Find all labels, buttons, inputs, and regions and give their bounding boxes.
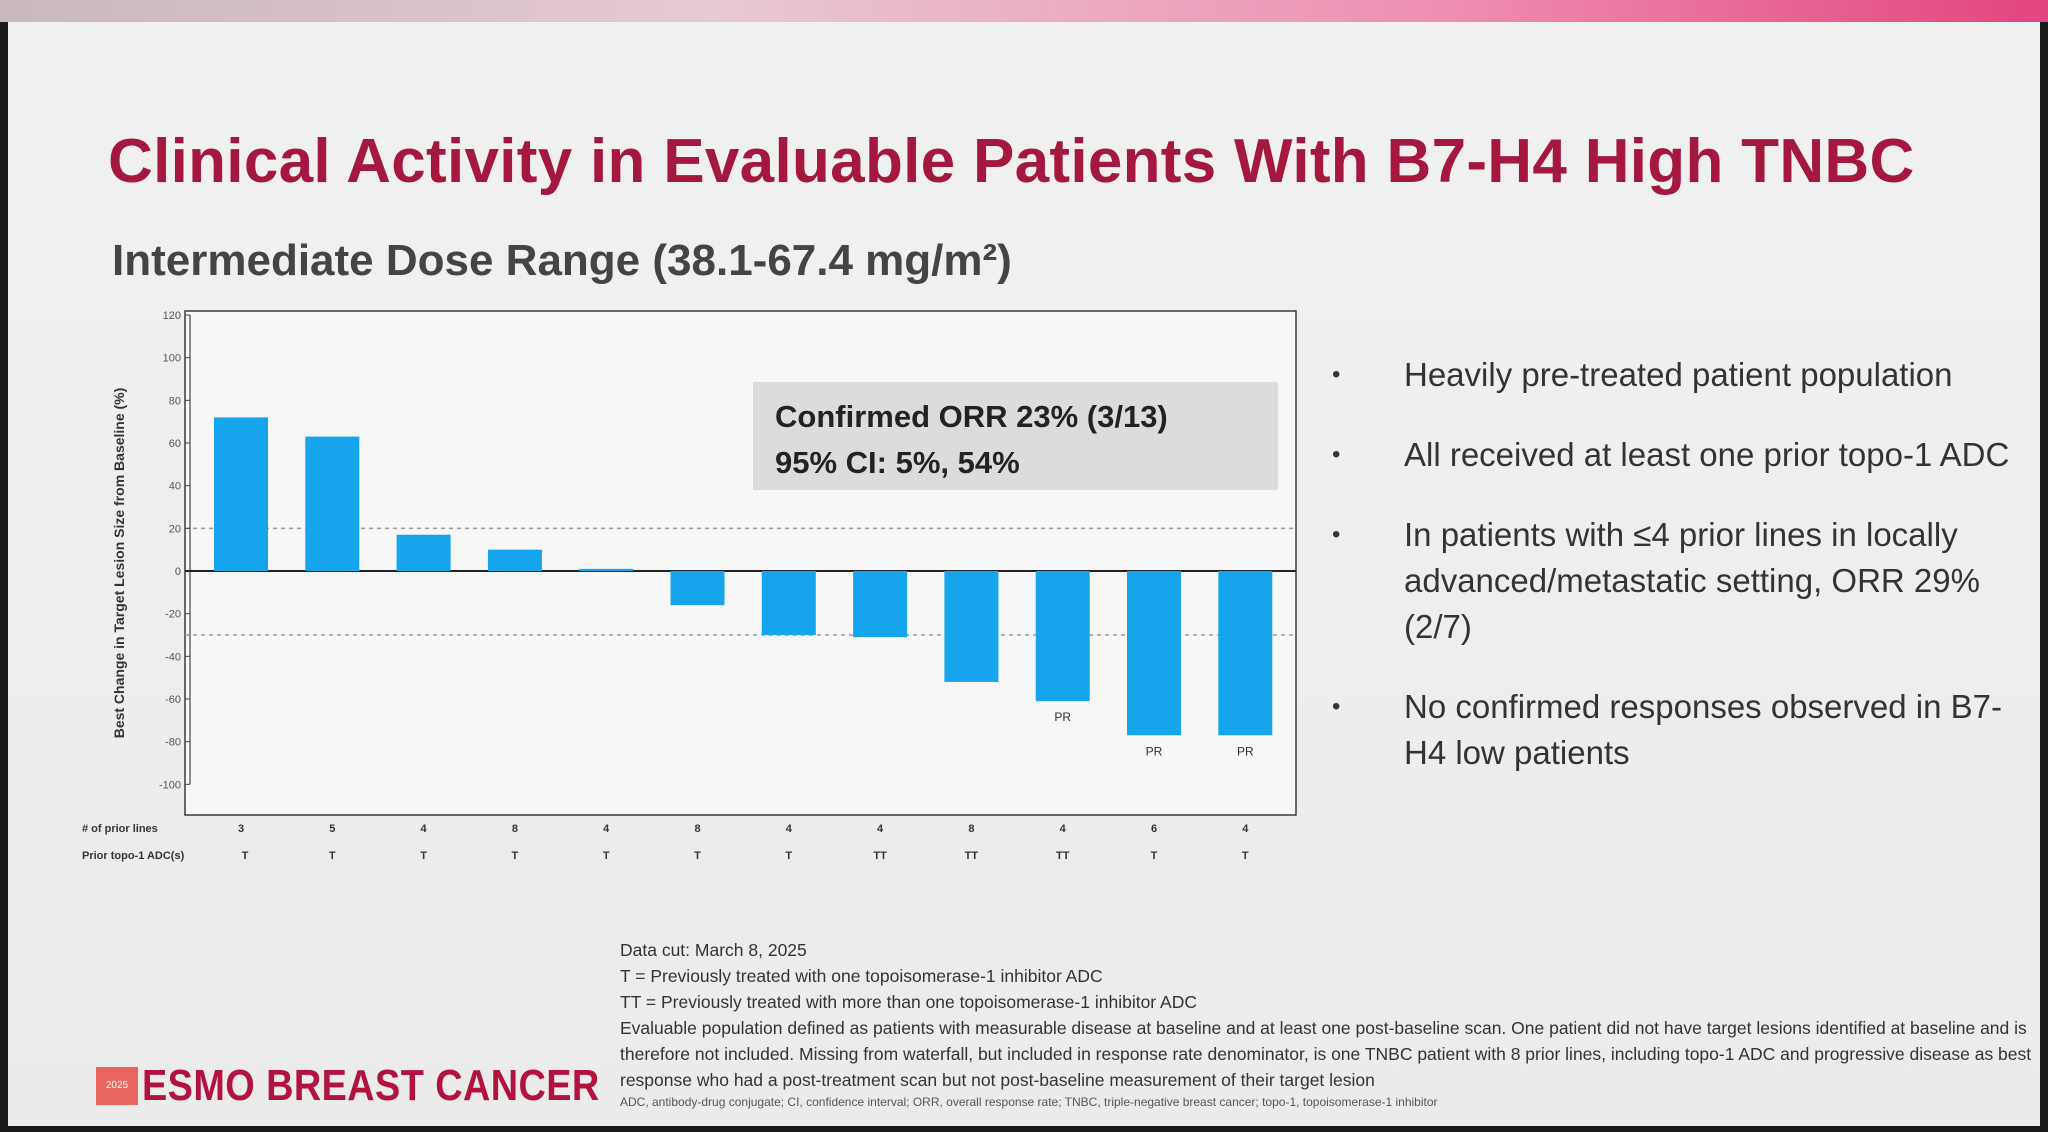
row-value: T — [242, 850, 249, 862]
bar — [396, 534, 451, 571]
row-value: T — [329, 850, 336, 862]
row-value: TT — [965, 850, 979, 862]
abbreviations-note: ADC, antibody-drug conjugate; CI, confid… — [620, 1095, 1438, 1109]
y-tick-label: 120 — [163, 310, 181, 322]
bar-response-label: PR — [1054, 710, 1071, 724]
y-tick-label: 0 — [175, 566, 181, 578]
row-value: T — [1242, 850, 1249, 862]
bullet-dot: • — [1332, 441, 1341, 468]
row-value: T — [420, 850, 427, 862]
esmo-logo: 2025 ESMO BREAST CANCER — [96, 1060, 674, 1112]
bar — [1035, 571, 1090, 702]
bullet-text: Heavily pre-treated patient population — [1404, 356, 1953, 393]
y-axis-label: Best Change in Target Lesion Size from B… — [111, 388, 127, 739]
y-tick-label: 40 — [169, 481, 181, 493]
bar — [305, 436, 360, 571]
y-tick-label: 80 — [169, 395, 181, 407]
row-value: 4 — [1242, 823, 1249, 835]
row-value: 4 — [1060, 823, 1067, 835]
y-tick-label: 60 — [169, 438, 181, 450]
data-cut-note: Data cut: March 8, 2025 — [620, 940, 807, 960]
row-value: T — [512, 850, 519, 862]
row-value: 4 — [786, 823, 793, 835]
slide-subtitle: Intermediate Dose Range (38.1-67.4 mg/m²… — [112, 236, 1012, 285]
slide-title: Clinical Activity in Evaluable Patients … — [108, 127, 1915, 196]
bullet-item: • In patients with ≤4 prior lines in loca… — [1328, 512, 2028, 650]
row-value: 3 — [238, 823, 244, 835]
bullet-item: • No confirmed responses observed in B7-H… — [1328, 684, 2028, 776]
bullet-text: In patients with ≤4 prior lines in local… — [1404, 516, 1980, 645]
row-value: 8 — [968, 823, 974, 835]
bar-response-label: PR — [1146, 744, 1163, 758]
logo-mark: 2025 — [96, 1067, 138, 1105]
row-label: Prior topo-1 ADC(s) — [82, 850, 185, 862]
tt-definition: TT = Previously treated with more than o… — [620, 992, 1197, 1012]
population-note: Evaluable population defined as patients… — [620, 1018, 2032, 1090]
bar — [853, 571, 908, 638]
y-tick-label: -20 — [165, 609, 181, 621]
row-value: T — [694, 850, 701, 862]
bar — [1218, 571, 1273, 736]
row-value: T — [603, 850, 610, 862]
slide: Clinical Activity in Evaluable Patients … — [8, 22, 2040, 1126]
bar-response-label: PR — [1237, 744, 1254, 758]
row-value: 8 — [512, 823, 518, 835]
row-value: TT — [873, 850, 887, 862]
t-definition: T = Previously treated with one topoisom… — [620, 966, 1103, 986]
y-tick-label: -40 — [165, 651, 181, 663]
row-value: 4 — [877, 823, 884, 835]
bar — [944, 571, 999, 682]
bullet-dot: • — [1332, 693, 1341, 720]
y-tick-label: -100 — [159, 779, 181, 791]
row-value: T — [1151, 850, 1158, 862]
bar — [214, 417, 268, 571]
row-value: 8 — [694, 823, 700, 835]
logo-text: ESMO BREAST CANCER — [142, 1061, 600, 1110]
bullet-text: No confirmed responses observed in B7-H4… — [1404, 688, 2002, 771]
bullet-item: • All received at least one prior topo-1 … — [1328, 432, 2028, 478]
bar — [761, 571, 816, 635]
y-tick-label: 100 — [163, 353, 181, 365]
bar — [487, 549, 542, 571]
bar — [1127, 571, 1181, 736]
bar — [670, 571, 725, 606]
row-value: 4 — [603, 823, 610, 835]
bullet-text: All received at least one prior topo-1 A… — [1404, 436, 2010, 473]
orr-line: Confirmed ORR 23% (3/13) — [775, 399, 1168, 434]
ci-line: 95% CI: 5%, 54% — [775, 445, 1020, 480]
bullet-item: • Heavily pre-treated patient population — [1328, 352, 2028, 398]
row-value: 4 — [421, 823, 428, 835]
y-tick-label: -60 — [165, 694, 181, 706]
row-value: 5 — [329, 823, 335, 835]
top-decorative-bar — [0, 0, 2048, 22]
bullet-list: • Heavily pre-treated patient population … — [1328, 352, 2028, 810]
row-value: TT — [1056, 850, 1070, 862]
footnotes: Data cut: March 8, 2025 T = Previously t… — [620, 937, 2040, 1111]
y-tick-label: -80 — [165, 737, 181, 749]
waterfall-chart: 120 100 80 60 40 20 0 -20 -40 -60 -80 -100 Best Chan… — [82, 310, 1297, 862]
bullet-dot: • — [1332, 361, 1341, 388]
row-label: # of prior lines — [82, 823, 158, 835]
y-tick-label: 20 — [169, 523, 181, 535]
bullet-dot: • — [1332, 521, 1341, 548]
row-value: T — [785, 850, 792, 862]
orr-summary-box: Confirmed ORR 23% (3/13) 95% CI: 5%, 54% — [753, 382, 1278, 490]
bar — [579, 568, 634, 571]
row-value: 6 — [1151, 823, 1157, 835]
